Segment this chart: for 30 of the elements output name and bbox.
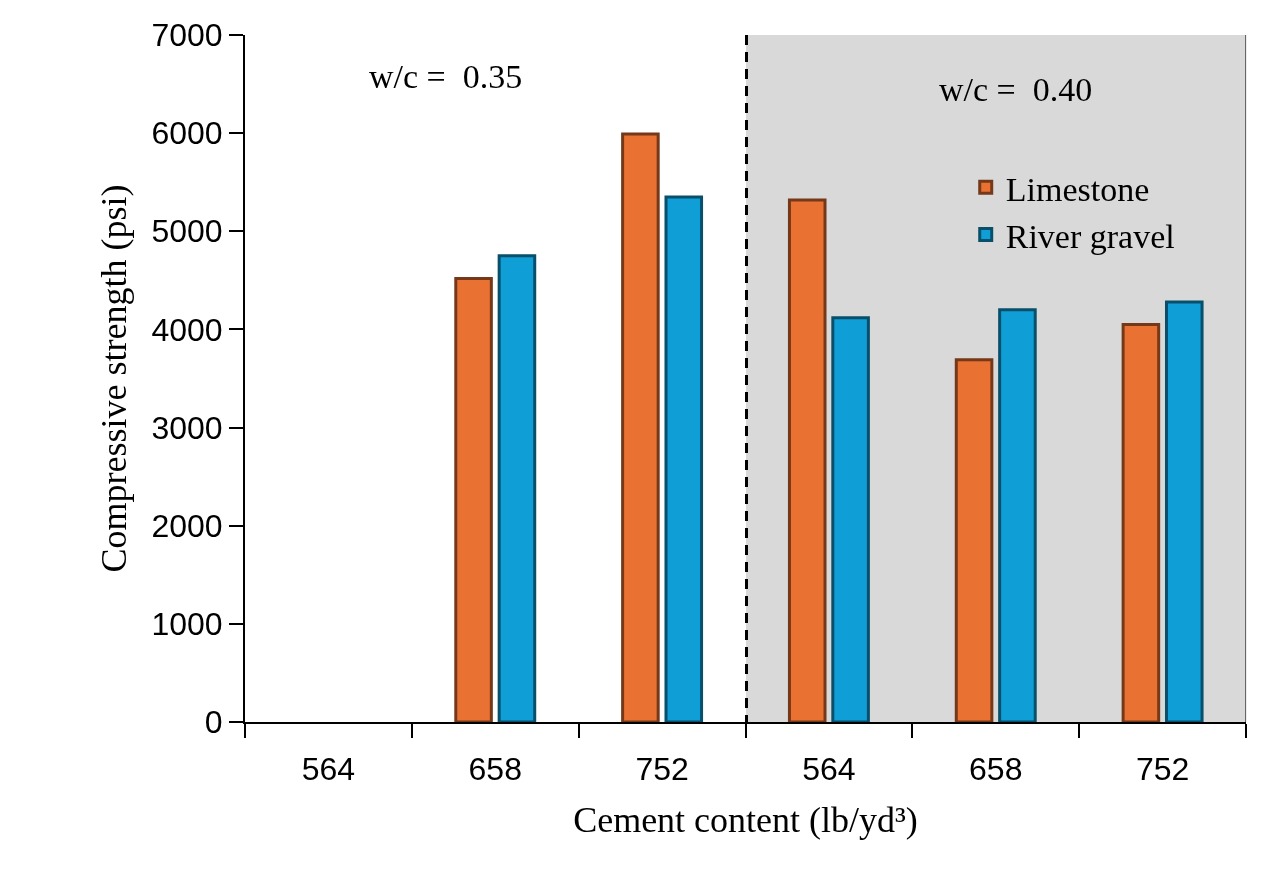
y-tick-label: 2000: [151, 507, 223, 544]
bar: [454, 276, 493, 722]
y-tick-label: 1000: [151, 606, 223, 643]
x-tick-label: 658: [969, 751, 1023, 788]
bar: [954, 358, 994, 722]
legend-label: River gravel: [1005, 217, 1175, 255]
y-tick-label: 4000: [151, 311, 223, 348]
bar: [664, 195, 704, 722]
annotation: w/c = 0.40: [939, 71, 1093, 108]
bar: [787, 198, 827, 722]
x-tick-label: 752: [635, 751, 689, 788]
bar: [1121, 323, 1161, 722]
y-tick-label: 3000: [151, 409, 223, 446]
y-tick-label: 6000: [151, 115, 223, 152]
bar: [497, 254, 537, 722]
x-tick-label: 564: [301, 751, 356, 788]
y-tick-label: 0: [204, 704, 223, 741]
x-tick-label: 658: [468, 751, 522, 788]
y-tick-label: 5000: [151, 213, 223, 250]
legend-label: Limestone: [1005, 170, 1150, 208]
x-axis-title: Cement content (lb/yd³): [573, 799, 918, 840]
x-tick-label: 752: [1135, 751, 1190, 788]
bar: [621, 132, 660, 722]
y-tick-label: 7000: [151, 17, 223, 54]
bar: [1164, 300, 1204, 722]
annotation: w/c = 0.35: [369, 58, 523, 95]
bar: [998, 308, 1037, 722]
bar: [831, 316, 870, 722]
y-axis-title: Compressive strength (psi): [93, 184, 134, 573]
x-tick-label: 564: [802, 751, 856, 788]
